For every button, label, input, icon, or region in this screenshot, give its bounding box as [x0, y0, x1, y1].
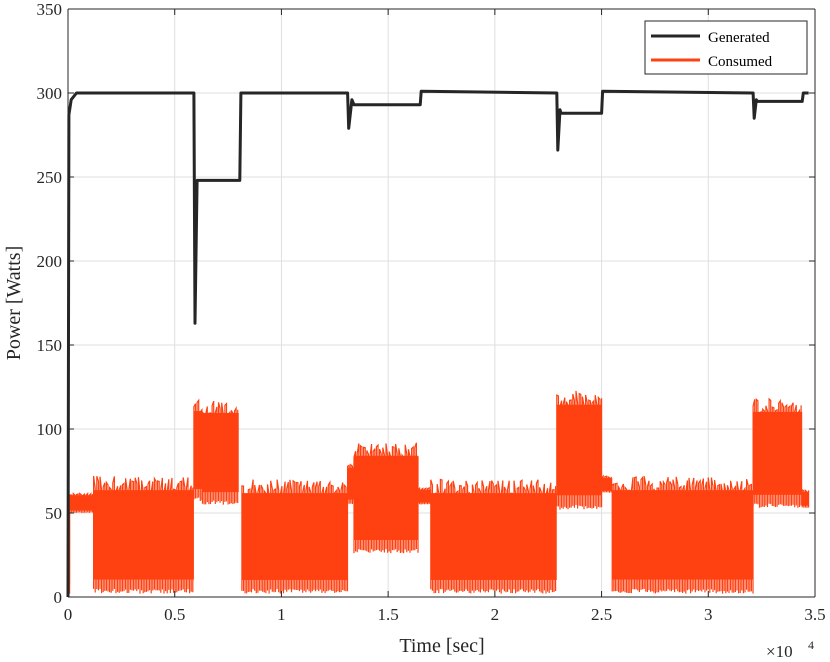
generated-line	[66, 89, 809, 598]
legend: Generated Consumed	[644, 20, 808, 75]
consumed-oscillation	[241, 479, 349, 594]
x-tick-label: 3	[704, 605, 713, 624]
consumed-oscillation	[801, 488, 810, 508]
consumed-oscillation	[69, 492, 94, 513]
y-tick-label: 50	[45, 504, 62, 523]
y-tick-label: 350	[37, 0, 63, 19]
y-tick-label: 0	[54, 588, 63, 607]
series-generated	[66, 89, 809, 598]
consumed-oscillation	[353, 442, 419, 554]
consumed-oscillation	[430, 478, 557, 594]
consumed-oscillation	[93, 475, 194, 594]
y-tick-label: 200	[37, 252, 63, 271]
y-tick-label: 300	[37, 84, 63, 103]
x-tick-label: 1	[277, 605, 286, 624]
axes	[67, 8, 816, 598]
y-tick-label: 150	[37, 336, 63, 355]
x-tick-label: 0	[64, 605, 73, 624]
legend-label-generated: Generated	[708, 30, 770, 46]
x-axis-title: Time [sec]	[399, 635, 484, 657]
x-tick-label: 3.5	[804, 605, 825, 624]
x-tick-label: 2.5	[591, 605, 612, 624]
x-tick-label: 0.5	[164, 605, 185, 624]
y-tick-label: 250	[37, 168, 63, 187]
consumed-oscillation	[201, 400, 239, 505]
consumed-oscillation	[611, 475, 754, 594]
x-exponent-label: ×10 4	[766, 638, 814, 661]
legend-box	[644, 20, 808, 75]
plot-area	[66, 89, 810, 598]
x-exponent-power: 4	[808, 638, 814, 652]
legend-label-consumed: Consumed	[708, 54, 773, 70]
x-exponent-base: ×10	[766, 642, 793, 661]
series-consumed	[67, 390, 810, 595]
x-tick-labels: 0 0.5 1 1.5 2 2.5 3 3.5	[64, 605, 826, 624]
consumed-oscillation	[556, 390, 603, 510]
y-axis-title: Power [Watts]	[3, 246, 25, 360]
x-tick-label: 2	[491, 605, 500, 624]
consumed-oscillation	[752, 397, 802, 508]
consumed-oscillation	[417, 486, 432, 505]
x-tick-label: 1.5	[378, 605, 399, 624]
consumed-oscillation	[601, 474, 612, 493]
y-tick-labels: 0 50 100 150 200 250 300 350	[37, 0, 63, 607]
y-tick-label: 100	[37, 420, 63, 439]
